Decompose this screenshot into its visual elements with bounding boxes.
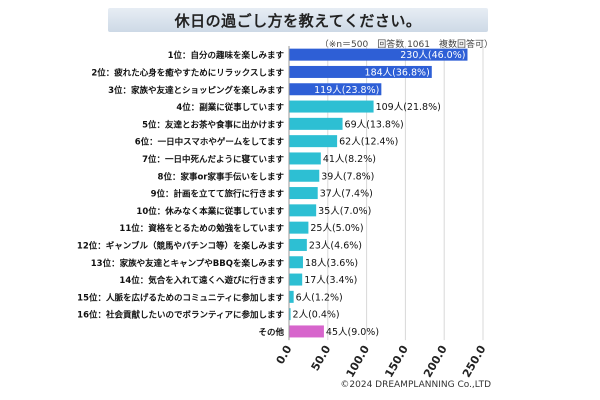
bar-7 [289,152,321,165]
category-label-5: 5位：友達とお茶や食事に出かけます [142,119,284,130]
bar-3 [289,83,382,96]
category-label-15: 15位：人脈を広げるためのコミュニティに参加します [77,292,284,303]
copyright-footer: ©2024 DREAMPLANNING Co.,LTD [340,380,491,390]
bar-17 [289,325,324,338]
tick-label-0: 0.0 [274,343,295,367]
category-label-17: その他 [258,327,284,338]
data-label-17: 45人(9.0%) [326,327,379,338]
category-label-3: 3位：家族や友達とショッピングを楽しみます [108,85,284,96]
bar-9 [289,187,318,200]
category-label-10: 10位：休みなく本業に従事しています [136,206,284,217]
data-label-6: 62人(12.4%) [339,137,398,148]
tick-label-4: 200.0 [421,343,450,380]
data-label-11: 25人(5.0%) [310,223,363,234]
data-label-13: 18人(3.6%) [305,258,358,269]
bar-10 [289,204,317,217]
bar-5 [289,117,343,130]
category-label-2: 2位：疲れた心身を癒やすためにリラックスします [91,67,284,78]
chart-subtitle: （※n＝500 回答数 1061 複数回答可） [319,40,493,50]
data-label-15: 6人(1.2%) [296,292,343,303]
data-label-2: 184人(36.8%) [365,67,430,78]
data-label-3: 119人(23.8%) [314,85,379,96]
tick-label-1: 50.0 [309,343,334,373]
category-label-1: 1位：自分の趣味を楽しみます [168,50,285,61]
category-label-11: 11位：資格をとるための勉強をしています [119,223,284,234]
bar-1 [289,48,468,61]
data-label-7: 41人(8.2%) [323,154,376,165]
category-label-6: 6位：一日中スマホやゲームをしてます [135,137,285,148]
category-label-9: 9位：計画を立てて旅行に行きます [151,189,285,200]
data-label-16: 2人(0.4%) [293,310,340,321]
bar-15 [289,290,294,303]
category-label-14: 14位：気合を入れて遠くへ遊びに行きます [119,275,284,286]
tick-label-5: 250.0 [460,343,489,380]
chart-title: 休日の過ごし方を教えてください。 [174,11,422,30]
bar-4 [289,100,374,113]
bar-13 [289,256,303,269]
bar-12 [289,238,307,251]
tick-label-3: 150.0 [382,343,411,380]
data-label-1: 230人(46.0%) [400,50,465,61]
bar-2 [289,65,432,78]
data-label-10: 35人(7.0%) [318,206,371,217]
bar-8 [289,169,320,182]
category-label-16: 16位：社会貢献したいのでボランティアに参加します [77,310,284,321]
data-label-14: 17人(3.4%) [304,275,357,286]
category-label-4: 4位：副業に従事しています [176,102,284,113]
data-label-8: 39人(7.8%) [321,171,374,182]
data-label-12: 23人(4.6%) [309,240,362,251]
data-label-4: 109人(21.8%) [376,102,441,113]
data-label-5: 69人(13.8%) [345,119,404,130]
bar-16 [289,308,291,321]
category-label-7: 7位：一日中死んだように寝ています [142,154,284,165]
data-label-9: 37人(7.4%) [320,189,373,200]
title-banner: 休日の過ごし方を教えてください。 [108,8,488,32]
tick-label-2: 100.0 [344,343,373,380]
bar-6 [289,135,338,148]
category-label-8: 8位：家事or家事手伝いをします [158,171,285,182]
category-label-12: 12位：ギャンブル（競馬やパチンコ等）を楽しみます [77,240,285,251]
bar-11 [289,221,309,234]
bar-14 [289,273,303,286]
category-label-13: 13位：家族や友達とキャンプやBBQを楽しみます [91,258,285,269]
